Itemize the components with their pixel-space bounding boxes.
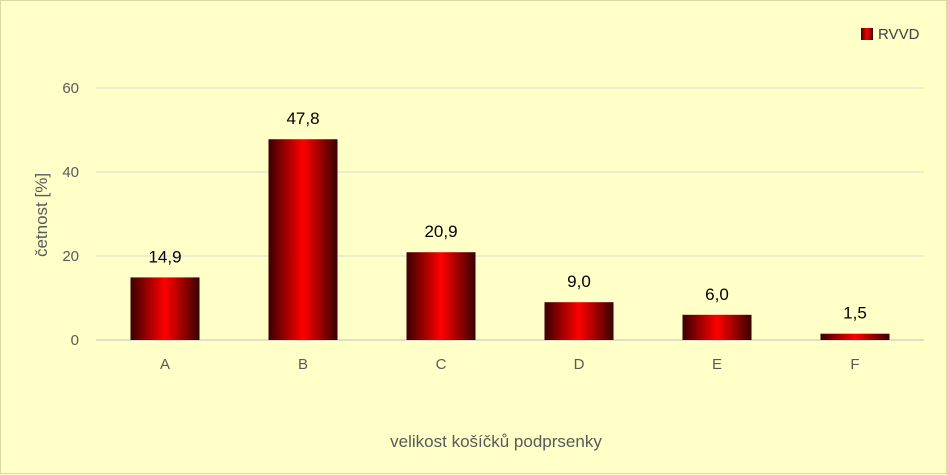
x-tick-label: D [574,356,585,373]
data-label: 20,9 [424,222,457,241]
x-tick-label: F [850,356,859,373]
data-label: 1,5 [843,304,867,323]
legend-swatch [861,28,873,40]
y-tick-label: 0 [71,332,79,349]
y-tick-label: 40 [62,164,79,181]
axis-ticks: 0 20 40 60 A B C D E F [62,80,859,373]
data-label: 9,0 [567,272,591,291]
legend: RVVD [861,26,920,43]
data-label: 47,8 [286,109,319,128]
gridlines [96,87,924,341]
bar [268,139,338,340]
data-labels: 14,9 47,8 20,9 9,0 6,0 1,5 [148,109,866,322]
data-label: 6,0 [705,285,729,304]
bar [130,277,200,340]
x-tick-label: A [160,356,170,373]
legend-label: RVVD [878,26,920,43]
y-tick-label: 20 [62,248,79,265]
bar [820,333,890,340]
x-tick-label: E [712,356,722,373]
bars [130,139,890,340]
data-label: 14,9 [148,247,181,266]
bar [406,252,476,340]
x-axis-title: velikost košíčků podprsenky [390,432,602,451]
y-axis-title: četnost [%] [32,173,51,257]
bar [682,314,752,340]
x-tick-label: C [436,356,447,373]
x-tick-label: B [298,356,308,373]
bar [544,302,614,340]
y-tick-label: 60 [62,80,79,97]
